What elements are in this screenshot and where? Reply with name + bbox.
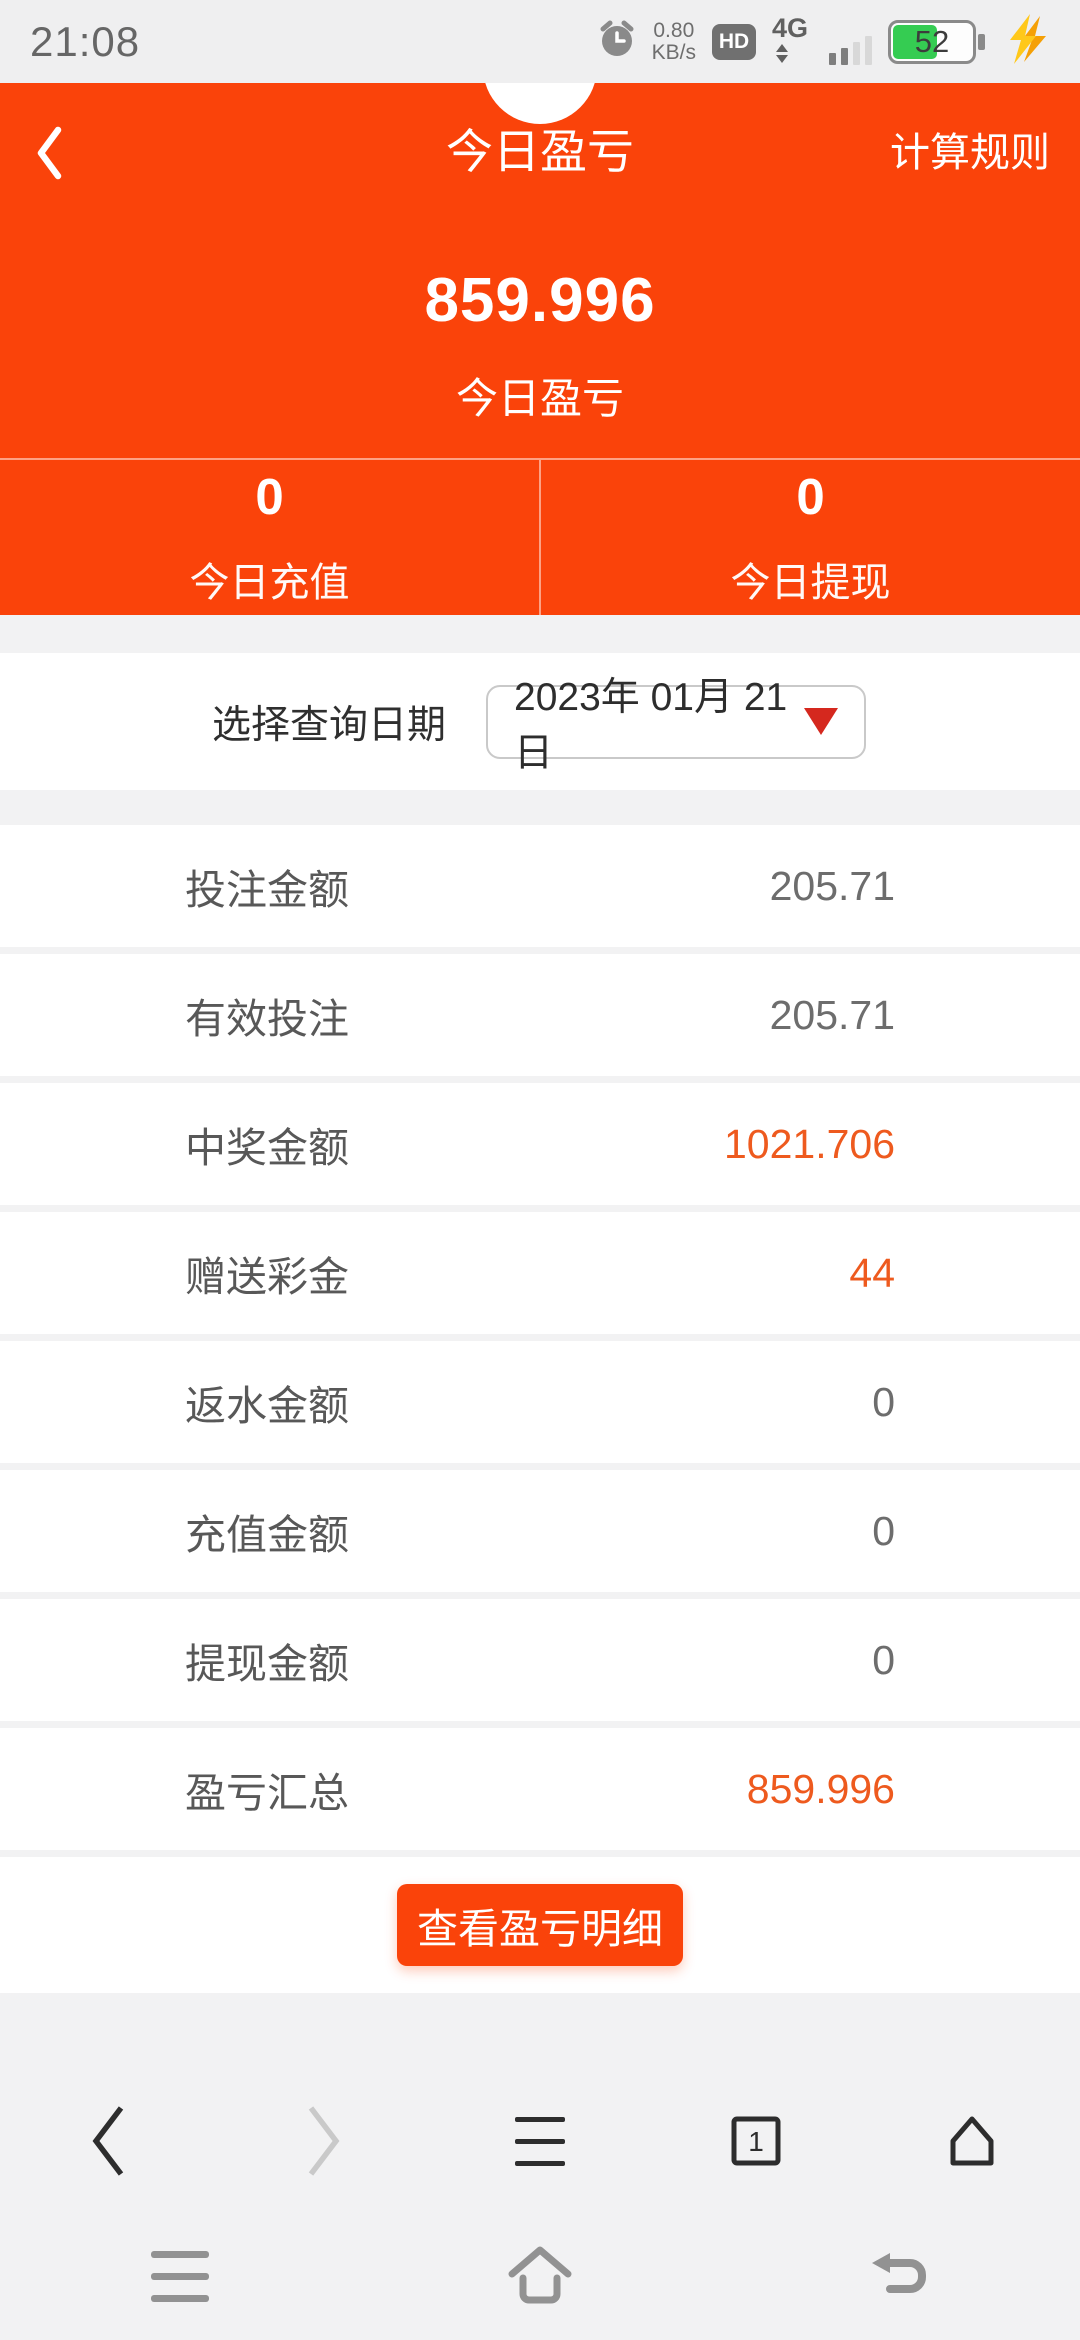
row-value: 44 (849, 1249, 895, 1296)
row-label: 充值金额 (185, 1512, 349, 1558)
table-row-bet-amount: 投注金额 205.71 (0, 825, 1080, 947)
stat-today-deposit: 0 今日充值 (0, 460, 541, 615)
app-bar: 今日盈亏 计算规则 (0, 121, 1080, 183)
status-bar: 21:08 0.80 KB/s HD 4G (0, 0, 1080, 83)
row-value: 0 (872, 1507, 895, 1554)
row-label: 投注金额 (185, 867, 349, 913)
battery-fill (893, 24, 937, 59)
status-icons: 0.80 KB/s HD 4G 52 (598, 13, 1050, 69)
charging-icon (1004, 14, 1050, 69)
battery-nub (978, 33, 985, 50)
calc-rules-link[interactable]: 计算规则 (890, 131, 1050, 175)
row-value: 0 (872, 1636, 895, 1683)
dropdown-triangle-icon (804, 708, 839, 735)
network-speed: 0.80 KB/s (651, 18, 696, 64)
date-filter-row: 选择查询日期 2023年 01月 21日 (0, 653, 1080, 790)
table-row-winnings: 中奖金额 1021.706 (0, 1083, 1080, 1205)
row-value: 205.71 (769, 862, 895, 909)
network-speed-value: 0.80 (653, 18, 695, 42)
clock-time: 21:08 (30, 17, 141, 65)
table-row-profit-total: 盈亏汇总 859.996 (0, 1728, 1080, 1850)
detail-button-section: 查看盈亏明细 (0, 1857, 1080, 1993)
back-icon[interactable] (34, 123, 94, 183)
summary-list: 投注金额 205.71 有效投注 205.71 中奖金额 1021.706 赠送… (0, 825, 1080, 1850)
stat-today-withdraw: 0 今日提现 (541, 460, 1080, 615)
stat-label: 今日充值 (189, 561, 350, 605)
today-profit-label: 今日盈亏 (455, 375, 624, 422)
date-filter-label: 选择查询日期 (212, 703, 447, 747)
network-speed-unit: KB/s (651, 40, 696, 64)
header: 今日盈亏 计算规则 859.996 今日盈亏 0 今日充值 0 今日提现 (0, 83, 1080, 615)
row-label: 返水金额 (185, 1383, 349, 1429)
signal-bars-icon (829, 35, 872, 65)
system-home-icon[interactable] (360, 2238, 720, 2314)
row-label: 有效投注 (185, 996, 349, 1042)
system-menu-icon[interactable] (0, 2238, 360, 2314)
battery-icon: 52 (888, 19, 988, 65)
table-row-bonus: 赠送彩金 44 (0, 1212, 1080, 1334)
stat-label: 今日提现 (730, 561, 891, 605)
stat-value: 0 (255, 468, 284, 525)
system-nav-bar (0, 2238, 1080, 2314)
page-title: 今日盈亏 (446, 125, 634, 178)
tab-count: 1 (748, 2126, 764, 2157)
system-back-icon[interactable] (720, 2238, 1080, 2314)
row-value: 1021.706 (723, 1120, 895, 1167)
row-label: 提现金额 (185, 1641, 349, 1687)
table-row-valid-bet: 有效投注 205.71 (0, 954, 1080, 1076)
row-label: 盈亏汇总 (185, 1770, 349, 1816)
date-select-value: 2023年 01月 21日 (514, 675, 788, 775)
table-row-rebate: 返水金额 0 (0, 1341, 1080, 1463)
stats-divider (0, 458, 1080, 460)
browser-forward-icon[interactable] (216, 2098, 432, 2184)
row-label: 赠送彩金 (185, 1254, 349, 1300)
browser-nav-bar: 1 (0, 2098, 1080, 2184)
header-stats: 0 今日充值 0 今日提现 (0, 460, 1080, 615)
view-profit-detail-button[interactable]: 查看盈亏明细 (397, 1884, 683, 1966)
hd-icon: HD (712, 23, 756, 60)
battery-percent: 52 (914, 23, 950, 59)
stat-value: 0 (796, 468, 825, 525)
browser-back-icon[interactable] (0, 2098, 216, 2184)
browser-tabs-icon[interactable]: 1 (648, 2098, 864, 2184)
table-row-withdraw: 提现金额 0 (0, 1599, 1080, 1721)
alarm-icon (598, 20, 636, 63)
network-type-label: 4G (772, 12, 809, 43)
row-value: 859.996 (746, 1765, 895, 1812)
signal-icon: 4G (772, 13, 872, 67)
browser-menu-icon[interactable] (432, 2098, 648, 2184)
data-arrows-icon (776, 43, 788, 63)
row-value: 0 (872, 1378, 895, 1425)
table-row-deposit: 充值金额 0 (0, 1470, 1080, 1592)
today-profit-amount: 859.996 (424, 266, 656, 335)
row-value: 205.71 (769, 991, 895, 1038)
row-label: 中奖金额 (185, 1125, 349, 1171)
date-select[interactable]: 2023年 01月 21日 (486, 676, 867, 775)
browser-home-icon[interactable] (864, 2098, 1080, 2184)
